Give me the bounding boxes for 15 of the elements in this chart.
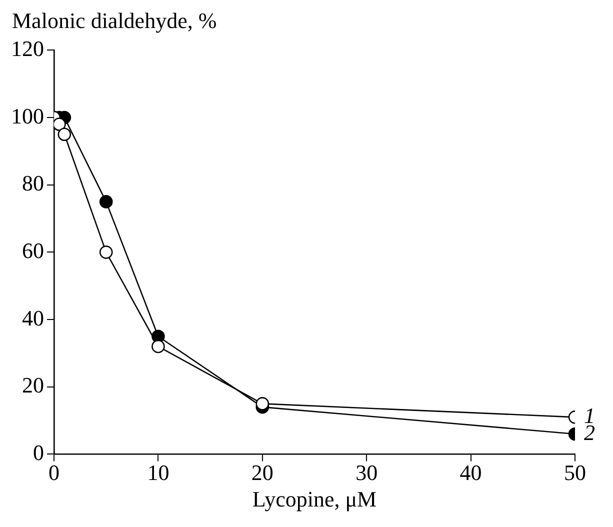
- y-axis-title: Malonic dialdehyde, %: [12, 8, 218, 34]
- y-tick-label: 80: [22, 170, 44, 196]
- y-tick-label: 60: [22, 238, 44, 263]
- x-tick-label: 30: [356, 460, 378, 486]
- y-tick-label: 100: [11, 103, 44, 128]
- x-tick-label: 20: [251, 460, 274, 486]
- y-tick-label: 0: [33, 440, 44, 465]
- y-tick-label: 120: [11, 36, 44, 61]
- x-tick-label: 40: [460, 460, 482, 486]
- x-tick-label: 0: [48, 460, 60, 486]
- y-tick-label: 20: [22, 372, 44, 398]
- x-axis-title: Lycopine, μM: [252, 486, 377, 512]
- x-tick-label: 10: [147, 460, 170, 486]
- y-tick-label: 40: [22, 305, 44, 330]
- x-tick-label: 50: [564, 460, 586, 486]
